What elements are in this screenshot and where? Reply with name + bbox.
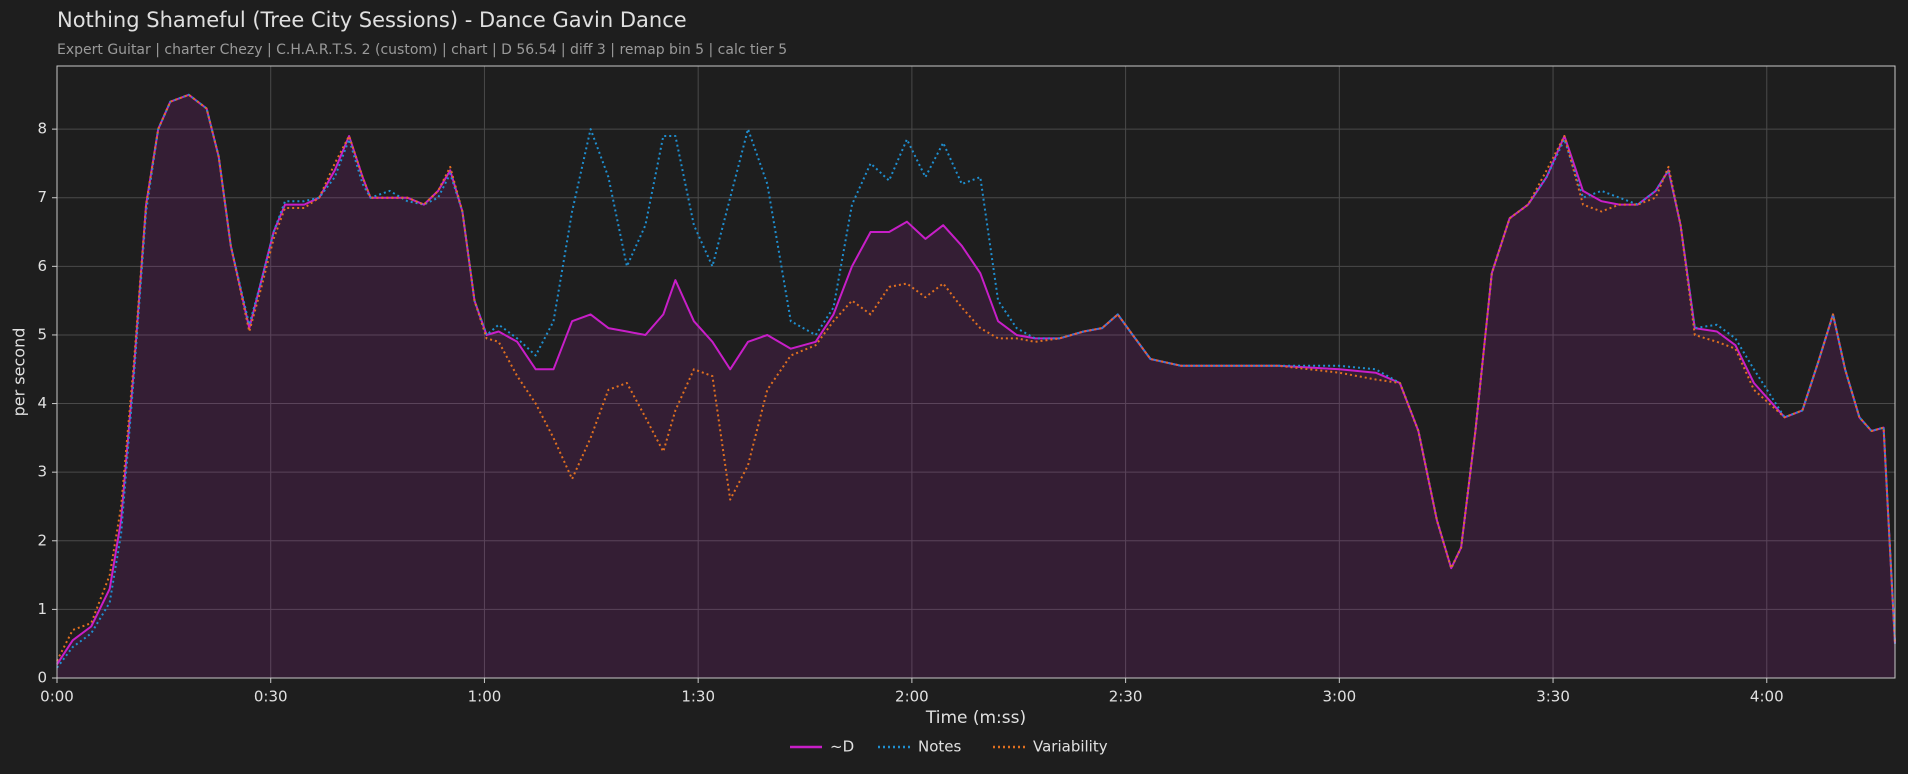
y-tick-label: 1 — [37, 600, 47, 618]
x-tick-label: 2:00 — [895, 688, 929, 706]
y-tick-label: 2 — [37, 531, 47, 549]
series-line — [56, 93, 1896, 669]
plot-border — [56, 65, 1896, 679]
y-tick-label: 3 — [37, 463, 47, 481]
x-tick-label: 2:30 — [1109, 688, 1143, 706]
y-tick-label: 6 — [37, 257, 47, 275]
series-line — [56, 93, 1896, 662]
y-tick-label: 8 — [37, 120, 47, 138]
x-tick-label: 4:00 — [1750, 688, 1784, 706]
y-axis-label: per second — [10, 328, 29, 417]
legend-label: Variability — [1033, 738, 1108, 756]
x-tick-label: 3:30 — [1536, 688, 1570, 706]
legend-label: Notes — [918, 738, 962, 756]
y-tick-label: 0 — [37, 669, 47, 687]
area — [57, 94, 1895, 679]
x-tick-label: 0:30 — [254, 688, 288, 706]
x-tick-label: 1:00 — [468, 688, 502, 706]
x-tick-label: 3:00 — [1322, 688, 1356, 706]
chart-subtitle: Expert Guitar | charter Chezy | C.H.A.R.… — [57, 42, 787, 58]
y-tick-label: 4 — [37, 394, 47, 412]
x-tick-label: 0:00 — [40, 688, 74, 706]
chart-title: Nothing Shameful (Tree City Sessions) - … — [57, 8, 687, 32]
x-axis-label: Time (m:ss) — [925, 708, 1026, 728]
y-tick-label: 7 — [37, 188, 47, 206]
x-tick-label: 1:30 — [681, 688, 715, 706]
y-tick-label: 5 — [37, 325, 47, 343]
legend-label: ~D — [830, 738, 854, 756]
